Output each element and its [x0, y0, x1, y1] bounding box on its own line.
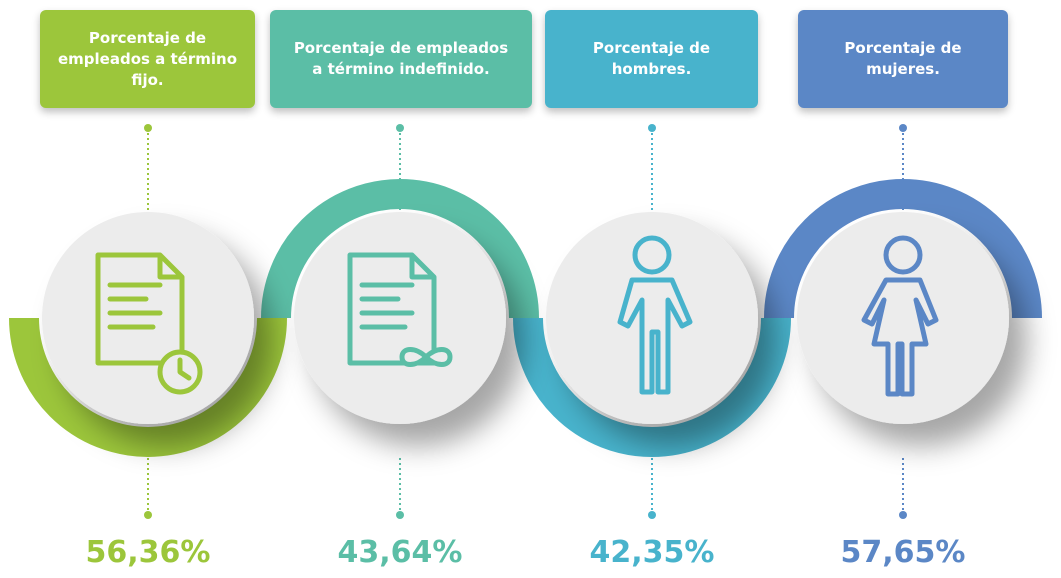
head-icon [632, 235, 672, 275]
connector-dot [899, 511, 907, 519]
value: 42,35% [589, 535, 715, 570]
label-box: Porcentaje de hombres. [545, 10, 758, 108]
label-box: Porcentaje de mujeres. [798, 10, 1008, 108]
value: 43,64% [337, 535, 463, 570]
man-icon [617, 277, 693, 395]
icon-circle [42, 212, 254, 424]
value: 56,36% [85, 535, 211, 570]
clock-hands [177, 357, 192, 381]
label-box: Porcentaje de empleados a término indefi… [270, 10, 532, 108]
arc [261, 179, 539, 319]
icon-circle [797, 212, 1009, 424]
value: 57,65% [840, 535, 966, 570]
connector-dot [396, 124, 404, 132]
connector-dot [648, 124, 656, 132]
document-icon [347, 252, 437, 366]
woman-icon [861, 277, 939, 397]
document-icon [95, 252, 185, 366]
connector-dot [144, 511, 152, 519]
infinity-icon [399, 347, 453, 367]
connector-dot [144, 124, 152, 132]
connector-dot [899, 124, 907, 132]
connector-dot [648, 511, 656, 519]
arc [9, 317, 287, 457]
connector-dot [396, 511, 404, 519]
icon-circle [546, 212, 758, 424]
label-box: Porcentaje de empleados a término fijo. [40, 10, 255, 108]
icon-circle [294, 212, 506, 424]
head-icon [883, 235, 923, 275]
arc [513, 317, 791, 457]
arc [764, 179, 1042, 319]
